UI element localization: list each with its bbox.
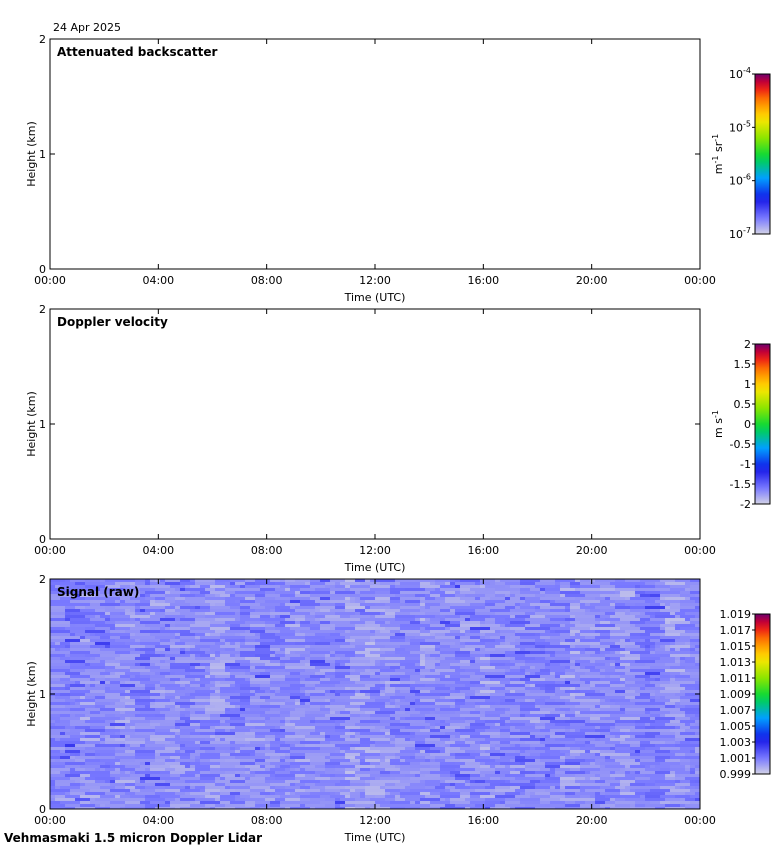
colorbar-tick-label: 1.013 (720, 656, 752, 669)
colorbar-tick-label: 2 (744, 338, 751, 351)
x-tick-label: 16:00 (467, 814, 499, 827)
x-tick-label: 08:00 (251, 274, 283, 287)
colorbar-tick-label: 10-6 (729, 173, 751, 188)
colorbar-unit: m-1 sr-1 (711, 134, 725, 174)
colorbar-tick-label: 1.5 (734, 358, 752, 371)
colorbar-tick-label: -1.5 (730, 478, 751, 491)
x-tick-label: 04:00 (142, 814, 174, 827)
x-tick-label: 08:00 (251, 814, 283, 827)
plot-frame (49, 308, 701, 540)
colorbar-tick-label: 0 (744, 418, 751, 431)
x-tick-label: 00:00 (34, 814, 66, 827)
colorbar-tick-label: -0.5 (730, 438, 751, 451)
y-tick-label: 2 (39, 33, 46, 46)
x-tick-label: 20:00 (576, 544, 608, 557)
plot-frame (49, 38, 701, 270)
x-axis-label: Time (UTC) (344, 291, 406, 304)
colorbar-tick-label: 1.009 (720, 688, 752, 701)
colorbar: 0.999 1.001 1.003 1.005 1.007 1.009 1.011 1.013… (720, 608, 771, 781)
y-axis-label: Height (km) (25, 121, 38, 187)
x-tick-label: 20:00 (576, 274, 608, 287)
x-tick-label: 04:00 (142, 544, 174, 557)
x-tick-label: 00:00 (684, 274, 716, 287)
y-tick-label: 2 (39, 303, 46, 316)
colorbar-tick-label: 1.003 (720, 736, 752, 749)
colorbar-tick-label: 1.015 (720, 640, 752, 653)
colorbar-tick-label: -1 (740, 458, 751, 471)
colorbar-tick-label: 1.019 (720, 608, 752, 621)
x-tick-label: 04:00 (142, 274, 174, 287)
y-tick-label: 1 (39, 148, 46, 161)
x-tick-label: 12:00 (359, 814, 391, 827)
colorbar-tick-label: 1.001 (720, 752, 752, 765)
instrument-footer: Vehmasmaki 1.5 micron Doppler Lidar (4, 831, 263, 845)
x-tick-label: 00:00 (34, 544, 66, 557)
colorbar: 10-7 10-6 10-5 10-4 m-1 sr-1 (711, 66, 771, 241)
panel-1: Attenuated backscatter 00:00 04:00 08:00 12:… (25, 33, 771, 304)
panel-2: Doppler velocity 00:00 04:00 08:00 12:00 16:0… (25, 303, 771, 574)
panel-3: Signal (raw) 00:00 04:00 08:00 12:00 16:00 20:… (25, 573, 771, 844)
y-tick-label: 0 (39, 533, 46, 546)
colorbar-tick-label: 10-7 (729, 226, 751, 241)
x-tick-label: 16:00 (467, 544, 499, 557)
x-tick-label: 16:00 (467, 274, 499, 287)
y-tick-label: 0 (39, 803, 46, 816)
y-tick-label: 2 (39, 573, 46, 586)
signal-heatmap (50, 579, 700, 809)
x-tick-label: 12:00 (359, 274, 391, 287)
colorbar-tick-label: 0.999 (720, 768, 752, 781)
y-tick-label: 0 (39, 263, 46, 276)
x-tick-label: 08:00 (251, 544, 283, 557)
colorbar-tick-label: 1.017 (720, 624, 752, 637)
y-axis-label: Height (km) (25, 391, 38, 457)
x-axis-label: Time (UTC) (344, 831, 406, 844)
colorbar-tick-label: 1.005 (720, 720, 752, 733)
colorbar: -2 -1.5 -1 -0.5 0 0.5 1 1.5 2 m s-1 (711, 338, 771, 511)
colorbar-tick-label: -2 (740, 498, 751, 511)
colorbar-gradient (754, 613, 771, 775)
y-tick-label: 1 (39, 418, 46, 431)
x-axis-label: Time (UTC) (344, 561, 406, 574)
x-tick-label: 00:00 (684, 814, 716, 827)
x-tick-label: 00:00 (34, 274, 66, 287)
colorbar-tick-label: 1.007 (720, 704, 752, 717)
y-tick-label: 1 (39, 688, 46, 701)
panel-title: Doppler velocity (57, 315, 168, 329)
x-tick-label: 00:00 (684, 544, 716, 557)
colorbar-unit: m s-1 (711, 410, 725, 438)
panel-title: Signal (raw) (57, 585, 139, 599)
y-axis-label: Height (km) (25, 661, 38, 727)
colorbar-tick-label: 10-5 (729, 119, 751, 134)
colorbar-tick-label: 1.011 (720, 672, 752, 685)
colorbar-gradient (754, 343, 771, 505)
colorbar-tick-label: 10-4 (729, 66, 751, 81)
colorbar-gradient (754, 73, 771, 235)
panel-title: Attenuated backscatter (57, 45, 217, 59)
colorbar-tick-label: 1 (744, 378, 751, 391)
colorbar-tick-label: 0.5 (734, 398, 752, 411)
x-tick-label: 12:00 (359, 544, 391, 557)
x-tick-label: 20:00 (576, 814, 608, 827)
date-label: 24 Apr 2025 (53, 21, 122, 34)
